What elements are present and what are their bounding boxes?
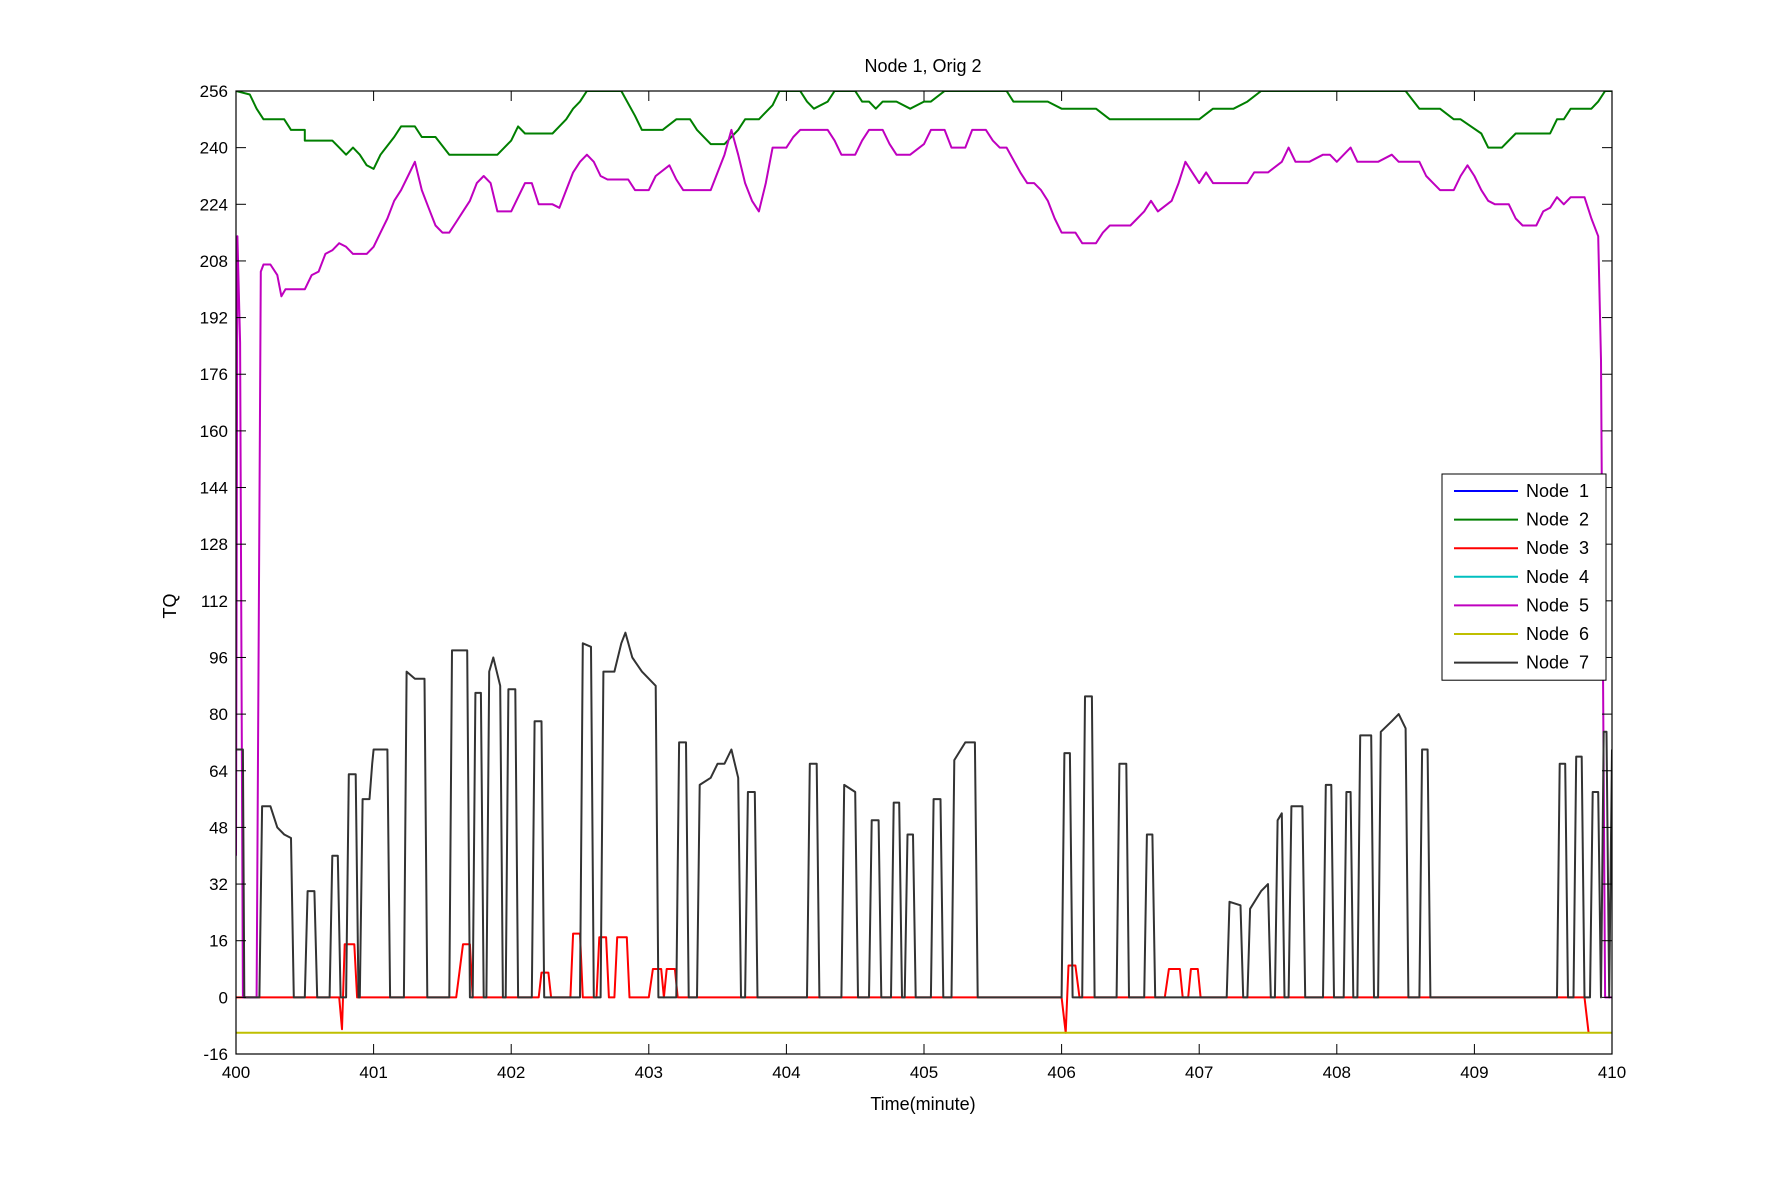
legend: Node 1 Node 2 Node 3 Node 4 Node 5 Node 6 Node…: [1441, 473, 1607, 681]
y-tick-label: 16: [209, 932, 228, 951]
y-axis-label: TQ: [160, 594, 180, 619]
y-tick-label: 0: [219, 988, 228, 1007]
y-tick-label: 112: [201, 592, 228, 611]
x-tick-label: 403: [635, 1063, 663, 1082]
x-tick-label: 406: [1047, 1063, 1075, 1082]
y-tick-label: 224: [200, 195, 228, 214]
series-group: [236, 91, 1612, 1034]
y-tick-label: 64: [209, 762, 228, 781]
y-tick-label: 160: [200, 422, 228, 441]
x-tick-label: 407: [1185, 1063, 1213, 1082]
x-tick-label: 409: [1460, 1063, 1488, 1082]
x-tick-label: 404: [772, 1063, 800, 1082]
y-tick-label: 32: [209, 875, 228, 894]
x-axis-label: Time(minute): [870, 1094, 975, 1114]
legend-label-node-4: Node 4: [1526, 567, 1589, 587]
y-tick-label: 176: [200, 365, 228, 384]
x-tick-label: 402: [497, 1063, 525, 1082]
legend-label-node-7: Node 7: [1526, 653, 1589, 673]
y-tick-label: -16: [203, 1045, 228, 1064]
plot-area: 400 401 402 403 404 405 406 407 408 409 410 -16 0 16 3…: [200, 82, 1627, 1082]
y-tick-label: 128: [200, 535, 228, 554]
y-tick-label: 256: [200, 82, 228, 101]
series-line-node-5: [236, 128, 1612, 999]
series-line-node-7: [236, 631, 1612, 999]
x-tick-label: 408: [1323, 1063, 1351, 1082]
y-tick-label: 192: [200, 309, 228, 328]
x-tick-label: 401: [359, 1063, 387, 1082]
y-tick-label: 48: [209, 818, 228, 837]
chart-title: Node 1, Orig 2: [864, 56, 981, 76]
x-tick-label: 405: [910, 1063, 938, 1082]
series-line-node-2: [236, 91, 1612, 170]
y-tick-label: 96: [209, 648, 228, 667]
legend-label-node-5: Node 5: [1526, 595, 1589, 615]
legend-label-node-6: Node 6: [1526, 624, 1589, 644]
legend-label-node-2: Node 2: [1526, 510, 1589, 530]
x-tick-label: 400: [222, 1063, 250, 1082]
legend-label-node-3: Node 3: [1526, 538, 1589, 558]
y-tick-label: 208: [200, 252, 228, 271]
y-tick-label: 80: [209, 705, 228, 724]
x-tick-label: 410: [1598, 1063, 1626, 1082]
legend-label-node-1: Node 1: [1526, 481, 1589, 501]
y-tick-label: 144: [200, 479, 228, 498]
y-tick-label: 240: [200, 139, 228, 158]
